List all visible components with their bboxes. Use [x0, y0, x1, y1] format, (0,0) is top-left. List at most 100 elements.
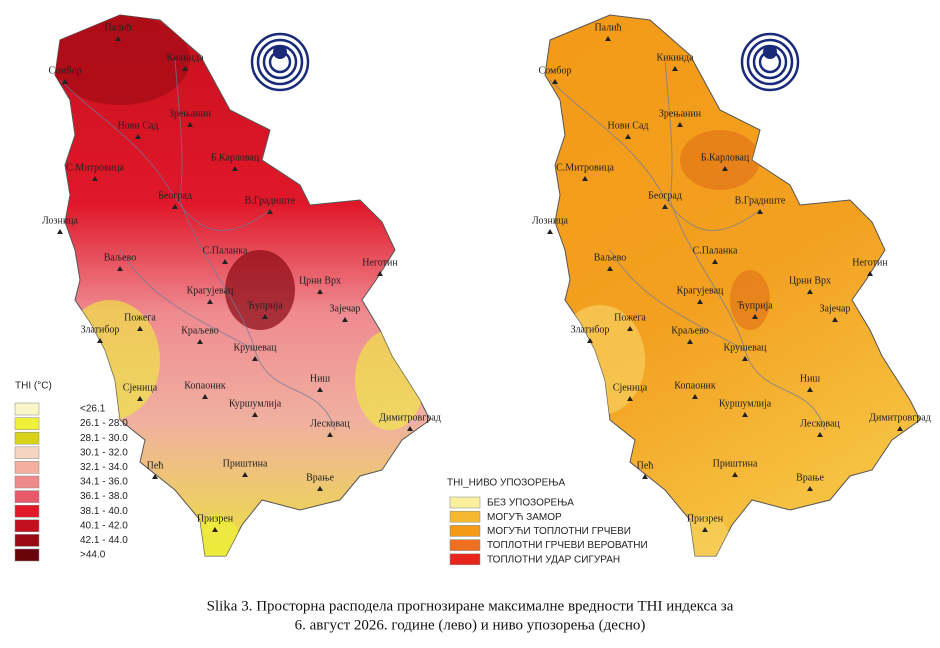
legend-title: THI_НИВО УПОЗОРЕЊА	[447, 478, 565, 489]
city-marker	[327, 432, 333, 437]
city-marker	[317, 486, 323, 491]
city-marker	[702, 527, 708, 532]
logo-ring	[746, 38, 794, 86]
city-label: Кикинда	[656, 52, 694, 63]
city-marker	[135, 134, 141, 139]
logo-core	[763, 45, 777, 59]
logo-ring	[256, 38, 304, 86]
city-label: Призрен	[197, 513, 234, 524]
city-marker	[552, 79, 558, 84]
city-marker	[897, 426, 903, 431]
city-label: Зрењанин	[169, 108, 212, 119]
city-marker	[57, 229, 63, 234]
city-label: Копаоник	[184, 380, 226, 391]
city-marker	[117, 266, 123, 271]
legend-swatch	[14, 548, 40, 562]
city-marker	[672, 66, 678, 71]
city-marker	[807, 486, 813, 491]
city-marker	[692, 394, 698, 399]
city-label: Приштина	[713, 458, 758, 469]
caption-line: Slika 3. Просторна расподела прогнозиран…	[207, 598, 734, 614]
city-marker	[267, 209, 273, 214]
city-label: Куршумлија	[229, 398, 282, 409]
city-marker	[867, 271, 873, 276]
legend-swatch	[449, 510, 481, 523]
logo	[250, 32, 310, 92]
city-label: Сјеница	[613, 382, 648, 393]
city-label: Пећ	[147, 460, 164, 471]
city-marker	[232, 166, 238, 171]
city-label: Пожега	[124, 312, 156, 323]
city-marker	[187, 122, 193, 127]
city-label: Краљево	[181, 325, 218, 336]
legend-swatch	[14, 431, 40, 445]
map: Палић Кикинда Сомбор Нови Сад Зрењанин Б.Карл…	[532, 14, 931, 557]
city-marker	[687, 339, 693, 344]
city-marker	[137, 396, 143, 401]
city-label: Сомбор	[49, 65, 82, 76]
legend-swatch	[449, 553, 481, 566]
city-label: Лесковац	[800, 418, 840, 429]
city-marker	[697, 299, 703, 304]
city-marker	[732, 472, 738, 477]
city-label: Врање	[306, 472, 334, 483]
legend-swatch	[14, 417, 40, 430]
city-label: Неготин	[852, 257, 888, 268]
map: Палић Кикинда Сомбор Нови Сад Зрењанин Б.Карл…	[42, 14, 441, 557]
legend-label: 30.1 - 32.0	[80, 447, 128, 458]
city-marker	[807, 387, 813, 392]
city-marker	[152, 474, 158, 479]
city-label: Лозница	[42, 215, 79, 226]
hot-area	[225, 250, 295, 330]
city-label: Димитровград	[379, 412, 441, 423]
city-marker	[202, 394, 208, 399]
legend-swatch	[14, 519, 40, 533]
city-marker	[625, 134, 631, 139]
logo-core	[273, 45, 287, 59]
city-label: Београд	[648, 190, 682, 201]
legend-label: 42.1 - 44.0	[80, 535, 128, 546]
city-marker	[252, 412, 258, 417]
city-label: Црни Врх	[789, 275, 831, 286]
legend-swatch	[14, 534, 40, 547]
legend-swatch	[449, 525, 481, 537]
city-label: Лесковац	[310, 418, 350, 429]
city-marker	[62, 79, 68, 84]
city-label: Копаоник	[674, 380, 716, 391]
city-label: Б.Карловац	[701, 152, 750, 163]
city-marker	[182, 66, 188, 71]
city-marker	[807, 289, 813, 294]
city-label: Пожега	[614, 312, 646, 323]
city-label: Нови Сад	[118, 120, 159, 131]
legend-swatch	[14, 504, 40, 518]
city-label: Сомбор	[539, 65, 572, 76]
legend-label: 40.1 - 42.0	[80, 520, 128, 531]
river	[549, 59, 826, 431]
city-label: Нови Сад	[608, 120, 649, 131]
city-marker	[627, 396, 633, 401]
city-label: Краљево	[671, 325, 708, 336]
city-marker	[742, 412, 748, 417]
city-label: Крушевац	[233, 342, 277, 353]
hot-area	[55, 15, 190, 105]
city-marker	[242, 472, 248, 477]
city-marker	[137, 326, 143, 331]
city-label: Зајечар	[820, 303, 851, 314]
city-label: Кикинда	[166, 52, 204, 63]
city-marker	[817, 432, 823, 437]
city-marker	[607, 266, 613, 271]
city-label: Златибор	[81, 324, 120, 335]
legend-label: МОГУЋ ЗАМОР	[487, 512, 562, 523]
legend-swatch	[14, 461, 40, 474]
warm-area	[730, 270, 770, 330]
city-marker	[212, 527, 218, 532]
legend-label: ТОПЛОТНИ УДАР СИГУРАН	[487, 554, 620, 565]
city-marker	[662, 204, 668, 209]
city-marker	[97, 338, 103, 343]
legend-title: THI (°C)	[15, 381, 52, 392]
legend-swatch	[14, 475, 40, 489]
city-marker	[172, 204, 178, 209]
city-label: Врање	[796, 472, 824, 483]
logo-ring	[250, 32, 310, 92]
